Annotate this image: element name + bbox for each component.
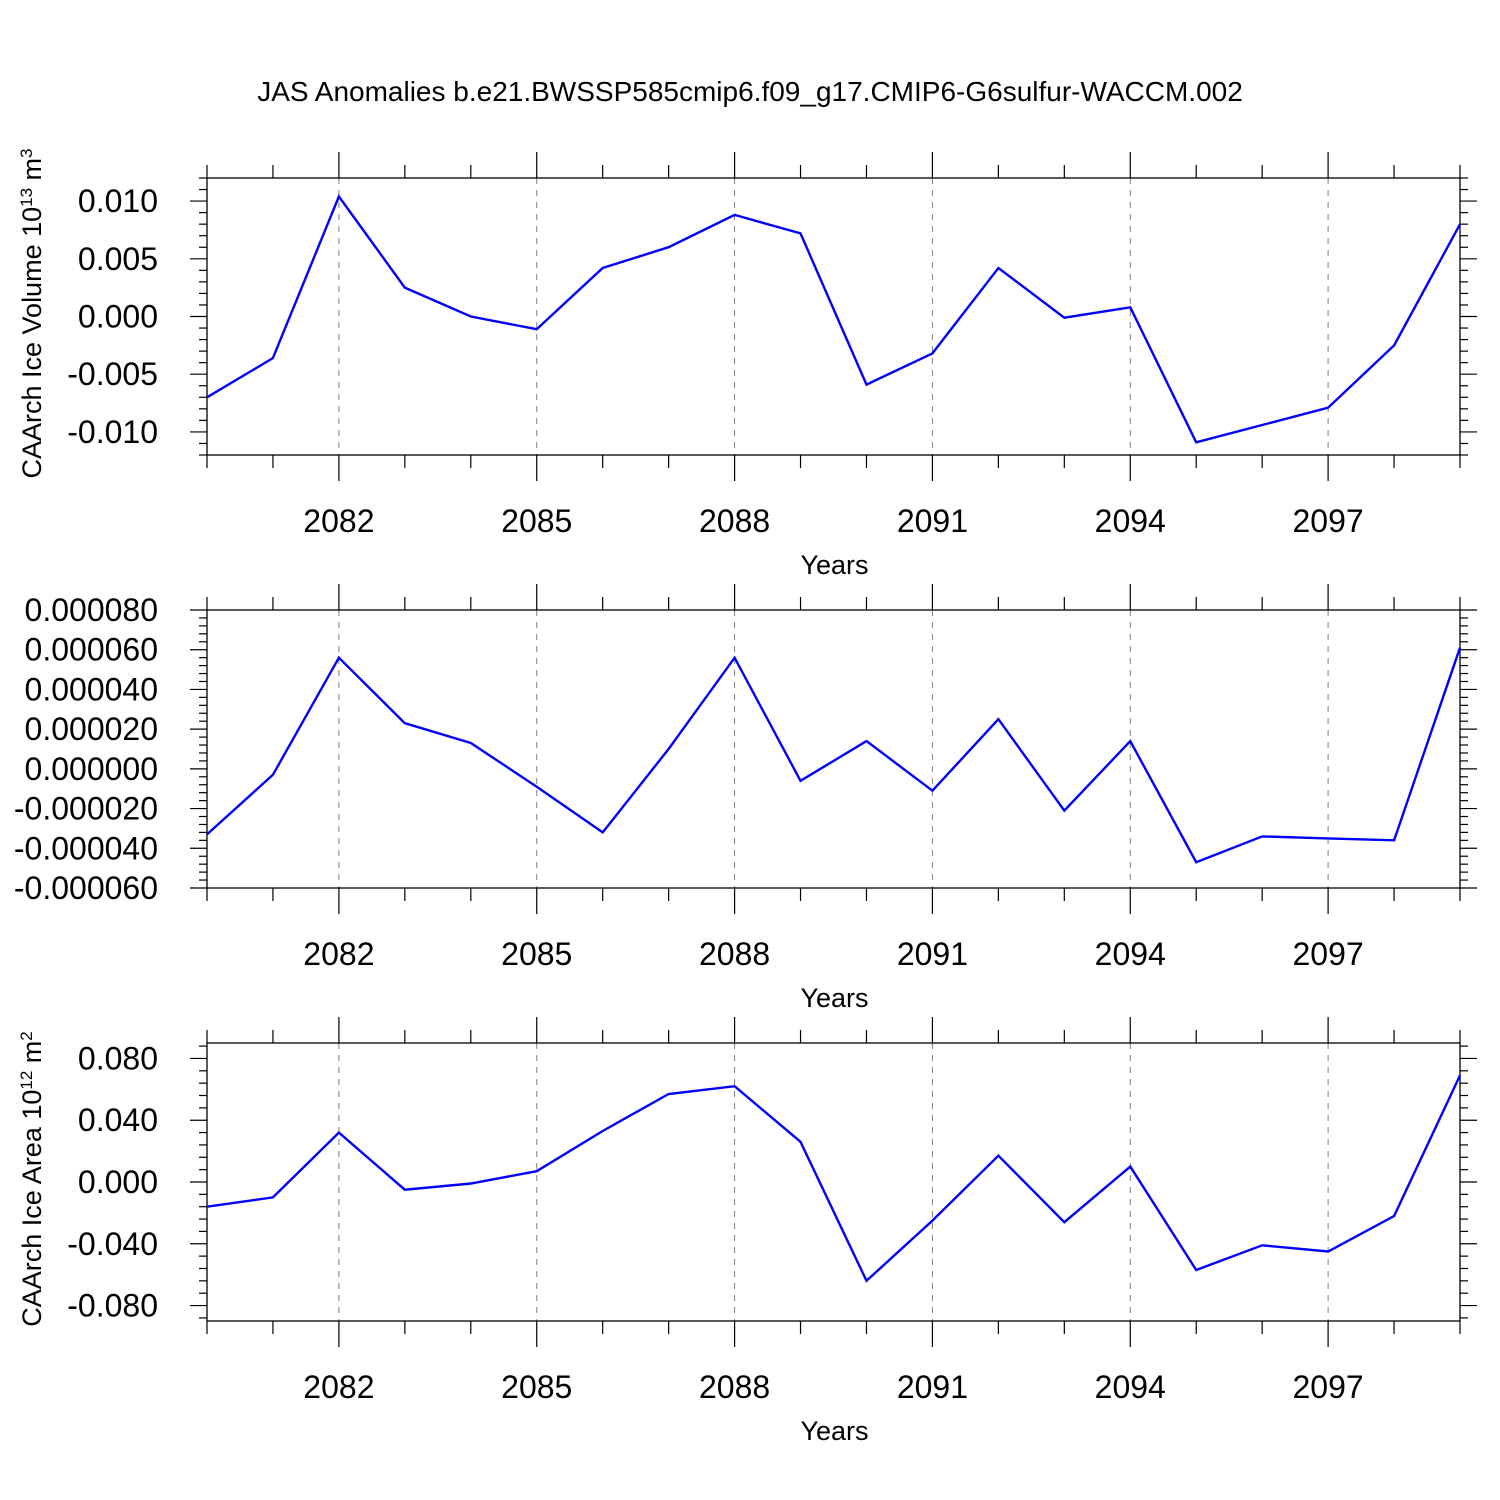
panel-3: 2082 2085 2088 2091 2094 2097 0.080 0.040 0.000 -… (17, 1017, 1477, 1446)
y-tick-label: -0.080 (67, 1288, 158, 1324)
y-axis-exponent: 13 (17, 188, 36, 207)
x-tick-label: 2082 (303, 936, 374, 972)
x-tick-label: 2088 (699, 503, 770, 539)
x-tick-label: 2085 (501, 1369, 572, 1405)
y-axis-title: CAArch Ice Volume 1013 m3 (17, 148, 48, 478)
series-line (206, 1074, 1462, 1283)
y-tick-label: -0.000040 (14, 830, 158, 866)
panel-1: 2082 2085 2088 2091 2094 2097 0.010 0.005 0.000 -… (17, 148, 1477, 580)
y-tick-label: 0.000060 (25, 632, 158, 668)
y-tick-label: 0.000000 (25, 751, 158, 787)
y-tick-label: 0.005 (78, 241, 158, 277)
y-tick-label: -0.000060 (14, 870, 158, 906)
series-line (206, 647, 1462, 864)
y-axis-title: CAArch Ice Area 1012 m2 (17, 1031, 48, 1327)
y-tick-label: 0.010 (78, 183, 158, 219)
y-tick-label: 0.000 (78, 1164, 158, 1200)
y-tick-label: -0.005 (67, 356, 158, 392)
x-tick-label: 2097 (1293, 1369, 1364, 1405)
x-axis-title: Years (800, 550, 868, 580)
y-tick-label: 0.000020 (25, 711, 158, 747)
x-tick-label: 2091 (897, 936, 968, 972)
y-tick-label: -0.000020 (14, 791, 158, 827)
figure-title: JAS Anomalies b.e21.BWSSP585cmip6.f09_g1… (257, 76, 1243, 107)
x-axis-title: Years (800, 1416, 868, 1446)
x-tick-label: 2091 (897, 1369, 968, 1405)
y-tick-label: -0.010 (67, 414, 158, 450)
y-axis-unit-exponent: 2 (17, 1031, 36, 1040)
y-axis-unit-exponent: 3 (17, 148, 36, 157)
x-tick-label: 2085 (501, 503, 572, 539)
series-line (206, 194, 1462, 444)
y-axis-unit: m (17, 1041, 47, 1071)
plot-frame (206, 177, 1461, 456)
y-tick-label: 0.080 (78, 1040, 158, 1076)
x-tick-label: 2082 (303, 503, 374, 539)
y-axis-unit: m (17, 158, 47, 188)
x-tick-label: 2082 (303, 1369, 374, 1405)
x-tick-label: 2088 (699, 936, 770, 972)
x-tick-label: 2097 (1293, 503, 1364, 539)
panel-2: 2082 2085 2088 2091 2094 2097 0.000080 0.000060… (14, 584, 1477, 1013)
x-tick-label: 2094 (1095, 1369, 1166, 1405)
y-tick-label: 0.040 (78, 1102, 158, 1138)
x-tick-label: 2085 (501, 936, 572, 972)
y-axis-exponent: 12 (17, 1071, 36, 1090)
plot-frame (206, 609, 1461, 889)
y-tick-label: 0.000040 (25, 671, 158, 707)
y-tick-label: 0.000080 (25, 592, 158, 628)
x-tick-label: 2097 (1293, 936, 1364, 972)
y-tick-label: 0.000 (78, 299, 158, 335)
x-axis-title: Years (800, 983, 868, 1013)
x-tick-label: 2094 (1095, 936, 1166, 972)
y-tick-label: -0.040 (67, 1226, 158, 1262)
x-tick-label: 2088 (699, 1369, 770, 1405)
x-tick-label: 2094 (1095, 503, 1166, 539)
x-tick-label: 2091 (897, 503, 968, 539)
